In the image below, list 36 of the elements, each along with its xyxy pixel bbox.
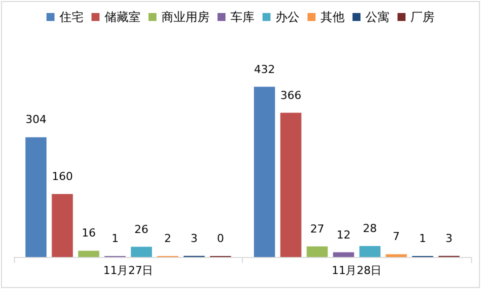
bar	[306, 246, 328, 257]
data-label: 304	[25, 113, 46, 126]
data-label: 432	[254, 62, 275, 76]
bar	[359, 246, 380, 257]
legend-label: 储藏室	[104, 10, 140, 24]
legend-label: 其他	[320, 10, 344, 24]
bar	[254, 86, 276, 257]
x-tick-label: 11月27日	[103, 264, 154, 277]
legend-label: 车库	[230, 10, 254, 24]
bar	[386, 254, 407, 257]
data-label: 26	[134, 222, 148, 236]
legend-label: 厂房	[410, 10, 434, 24]
data-label: 1	[419, 232, 426, 245]
data-label: 1	[112, 232, 119, 245]
data-label: 16	[82, 226, 96, 240]
data-label: 160	[52, 170, 73, 183]
legend-label: 住宅	[58, 10, 84, 24]
legend-label: 商业用房	[162, 10, 210, 24]
data-label: 2	[164, 232, 172, 245]
data-label: 7	[392, 230, 400, 244]
bar	[78, 250, 100, 257]
legend-label: 办公	[276, 10, 300, 24]
data-label: 0	[217, 232, 224, 245]
data-label: 3	[446, 232, 453, 245]
x-tick-label: 11月28日	[332, 264, 382, 277]
legend-label: 公寓	[366, 10, 390, 24]
bar	[333, 252, 354, 257]
data-label: 3	[190, 232, 198, 245]
data-label: 12	[336, 228, 351, 242]
bar	[130, 246, 152, 257]
bar	[52, 194, 73, 257]
bar	[280, 112, 302, 257]
bar	[25, 137, 47, 257]
data-label: 366	[280, 88, 302, 102]
data-label: 28	[362, 222, 377, 235]
data-label: 27	[310, 222, 324, 236]
